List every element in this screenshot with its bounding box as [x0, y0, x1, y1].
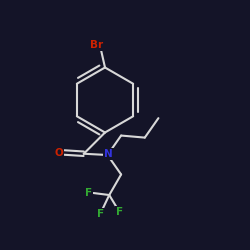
Text: F: F: [97, 209, 104, 219]
Text: N: N: [104, 149, 112, 159]
Text: O: O: [54, 148, 63, 158]
Text: Br: Br: [90, 40, 103, 50]
Text: F: F: [116, 207, 123, 217]
Text: F: F: [85, 188, 92, 198]
